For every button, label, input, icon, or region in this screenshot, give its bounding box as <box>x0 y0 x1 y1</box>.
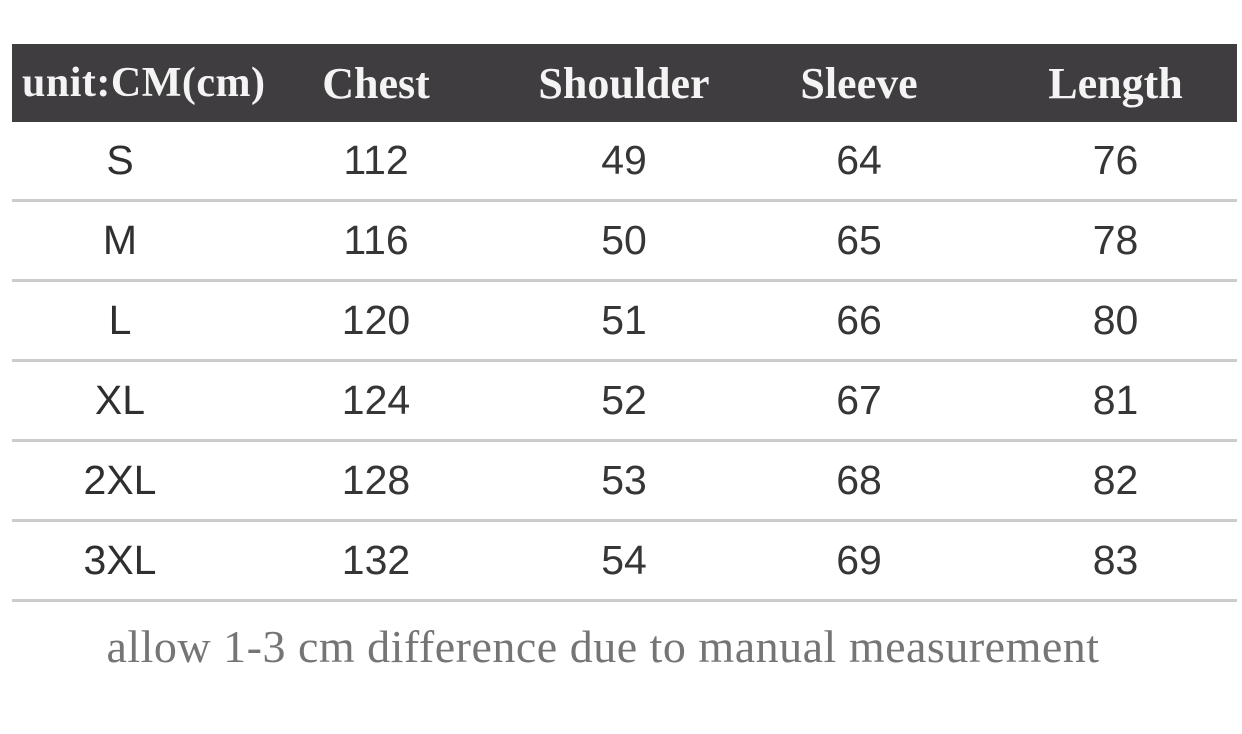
shoulder-value-cell: 54 <box>524 520 724 602</box>
size-chart-body: S 112 49 64 76 M 116 50 65 78 L 120 51 6… <box>12 122 1237 602</box>
chest-value-cell: 116 <box>228 200 524 282</box>
chest-value-cell: 112 <box>228 122 524 202</box>
shoulder-value-cell: 50 <box>524 200 724 282</box>
size-label-cell: M <box>12 200 228 282</box>
table-row: L 120 51 66 80 <box>12 280 1237 362</box>
sleeve-value-cell: 66 <box>724 280 994 362</box>
chest-value-cell: 132 <box>228 520 524 602</box>
column-header-sleeve: Sleeve <box>724 44 994 122</box>
sleeve-value-cell: 67 <box>724 360 994 442</box>
table-row: XL 124 52 67 81 <box>12 360 1237 442</box>
measurement-tolerance-note: allow 1-3 cm difference due to manual me… <box>106 621 1100 672</box>
table-row: S 112 49 64 76 <box>12 122 1237 202</box>
column-header-length: Length <box>994 44 1237 122</box>
shoulder-value-cell: 52 <box>524 360 724 442</box>
length-value-cell: 76 <box>994 122 1237 202</box>
sleeve-value-cell: 65 <box>724 200 994 282</box>
length-value-cell: 80 <box>994 280 1237 362</box>
length-value-cell: 82 <box>994 440 1237 522</box>
chest-value-cell: 128 <box>228 440 524 522</box>
shoulder-value-cell: 53 <box>524 440 724 522</box>
table-row: M 116 50 65 78 <box>12 200 1237 282</box>
shoulder-value-cell: 51 <box>524 280 724 362</box>
column-header-shoulder: Shoulder <box>524 44 724 122</box>
size-chart-header-row: unit:CM(cm) Chest Shoulder Sleeve Length <box>12 44 1237 122</box>
chest-value-cell: 120 <box>228 280 524 362</box>
sleeve-value-cell: 64 <box>724 122 994 202</box>
table-row: 2XL 128 53 68 82 <box>12 440 1237 522</box>
unit-header-cell: unit:CM(cm) <box>12 44 265 122</box>
size-chart-table: unit:CM(cm) Chest Shoulder Sleeve Length… <box>12 44 1237 602</box>
chest-value-cell: 124 <box>228 360 524 442</box>
size-label-cell: L <box>12 280 228 362</box>
shoulder-value-cell: 49 <box>524 122 724 202</box>
sleeve-value-cell: 69 <box>724 520 994 602</box>
sleeve-value-cell: 68 <box>724 440 994 522</box>
size-label-cell: 3XL <box>12 520 228 602</box>
size-label-cell: 2XL <box>12 440 228 522</box>
length-value-cell: 83 <box>994 520 1237 602</box>
column-header-chest: Chest <box>228 44 524 122</box>
length-value-cell: 81 <box>994 360 1237 442</box>
size-label-cell: XL <box>12 360 228 442</box>
length-value-cell: 78 <box>994 200 1237 282</box>
table-row: 3XL 132 54 69 83 <box>12 520 1237 602</box>
size-label-cell: S <box>12 122 228 202</box>
